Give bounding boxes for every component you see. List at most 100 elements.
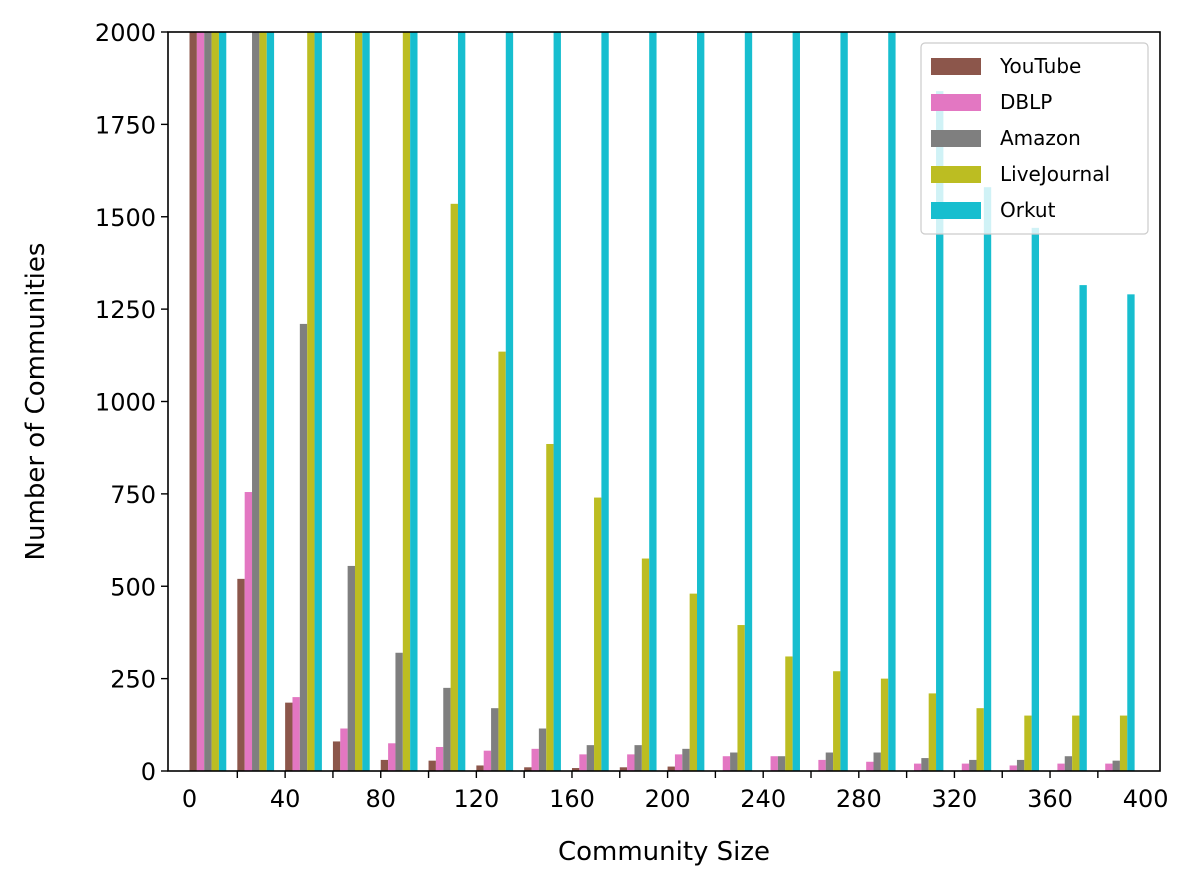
bar-livejournal-140 (546, 443, 554, 771)
bar-amazon-120 (491, 708, 499, 771)
bar-amazon-320 (969, 759, 977, 771)
bar-amazon-0 (204, 32, 212, 771)
bar-dblp-60 (340, 728, 348, 771)
bar-amazon-100 (443, 687, 451, 771)
bar-livejournal-160 (594, 497, 602, 771)
bar-amazon-40 (299, 323, 308, 771)
bar-orkut-80 (410, 32, 418, 771)
bar-dblp-100 (435, 746, 444, 771)
legend-swatch-dblp (931, 94, 981, 111)
bar-orkut-180 (649, 32, 657, 771)
bar-youtube-160 (571, 768, 580, 771)
bar-amazon-340 (1016, 759, 1025, 771)
legend: YouTube DBLP Amazon LiveJournal Orkut (920, 42, 1149, 235)
bar-livejournal-60 (355, 32, 363, 771)
x-tick-label: 200 (645, 785, 691, 813)
bar-amazon-180 (634, 745, 642, 771)
legend-label-youtube: YouTube (999, 54, 1081, 78)
bar-amazon-260 (825, 752, 834, 771)
bar-dblp-240 (770, 756, 778, 771)
bar-dblp-120 (483, 750, 492, 771)
bar-livejournal-0 (211, 32, 219, 771)
x-axis: 0 40 80 120 160 200 240 280 320 360 400 (182, 771, 1169, 813)
bar-dblp-300 (913, 763, 922, 771)
bar-livejournal-220 (737, 625, 745, 771)
bar-livejournal-300 (928, 693, 937, 771)
bar-youtube-180 (619, 767, 628, 771)
bar-youtube-40 (285, 702, 293, 771)
bar-orkut-320 (983, 187, 992, 771)
y-axis-label: Number of Communities (21, 243, 51, 561)
x-tick-label: 120 (453, 785, 499, 813)
bar-orkut-20 (266, 32, 275, 771)
bar-amazon-160 (586, 745, 595, 771)
bar-orkut-100 (457, 32, 466, 771)
bar-dblp-260 (818, 759, 826, 771)
bar-amazon-360 (1064, 756, 1073, 771)
bar-livejournal-120 (498, 351, 506, 771)
x-tick-label: 320 (932, 785, 978, 813)
bar-dblp-160 (579, 754, 587, 771)
bar-amazon-80 (395, 652, 403, 771)
bar-amazon-240 (777, 756, 786, 771)
legend-label-amazon: Amazon (1000, 126, 1081, 150)
y-tick-label: 1000 (95, 389, 156, 417)
x-tick-label: 160 (549, 785, 595, 813)
x-tick-label: 400 (1123, 785, 1169, 813)
x-tick-label: 0 (182, 785, 197, 813)
bar-youtube-0 (189, 32, 197, 771)
bar-orkut-380 (1127, 294, 1135, 771)
legend-label-livejournal: LiveJournal (1000, 162, 1110, 186)
bar-youtube-80 (380, 759, 389, 771)
bar-youtube-200 (667, 766, 675, 771)
bar-orkut-300 (936, 91, 944, 772)
bar-livejournal-240 (785, 656, 793, 771)
bar-orkut-340 (1031, 227, 1040, 772)
bar-dblp-200 (674, 754, 683, 771)
bar-orkut-120 (505, 32, 514, 771)
bar-orkut-240 (792, 32, 800, 771)
bar-amazon-380 (1112, 760, 1120, 771)
y-tick-label: 0 (141, 758, 156, 786)
bars-layer (189, 32, 1135, 772)
bar-livejournal-80 (402, 32, 411, 771)
bar-orkut-140 (553, 32, 561, 771)
x-tick-label: 40 (270, 785, 301, 813)
legend-swatch-orkut (931, 202, 981, 219)
bar-dblp-140 (531, 748, 539, 771)
bar-amazon-140 (538, 728, 547, 771)
bar-dblp-40 (292, 697, 300, 771)
bar-youtube-140 (524, 767, 532, 771)
bar-dblp-360 (1057, 763, 1065, 771)
bar-amazon-280 (873, 752, 881, 771)
bar-orkut-260 (840, 32, 848, 771)
bar-orkut-40 (314, 32, 322, 771)
bar-amazon-300 (921, 758, 929, 771)
bar-dblp-20 (244, 492, 253, 771)
bar-livejournal-20 (259, 32, 267, 771)
bar-livejournal-380 (1119, 715, 1128, 771)
bar-dblp-0 (196, 32, 205, 771)
x-tick-label: 240 (740, 785, 786, 813)
bar-livejournal-280 (880, 678, 889, 772)
bar-dblp-380 (1105, 763, 1113, 771)
bar-livejournal-260 (833, 671, 841, 771)
x-tick-label: 280 (836, 785, 882, 813)
x-axis-label: Community Size (558, 837, 770, 867)
bar-amazon-200 (682, 748, 690, 771)
y-axis: 0 250 500 750 1000 1250 1500 1750 2000 (95, 19, 168, 786)
bar-amazon-220 (730, 752, 738, 771)
bar-livejournal-200 (689, 593, 697, 771)
bar-youtube-20 (237, 578, 245, 771)
bar-livejournal-40 (307, 32, 315, 771)
bar-youtube-100 (428, 760, 436, 771)
bar-orkut-60 (362, 32, 370, 771)
bar-dblp-320 (961, 763, 970, 771)
bar-livejournal-360 (1072, 715, 1080, 771)
legend-swatch-amazon (931, 130, 981, 147)
bar-orkut-360 (1079, 285, 1087, 771)
bar-orkut-200 (697, 32, 705, 771)
legend-label-orkut: Orkut (1000, 198, 1056, 222)
bar-youtube-120 (476, 765, 484, 771)
y-tick-label: 500 (110, 573, 156, 601)
